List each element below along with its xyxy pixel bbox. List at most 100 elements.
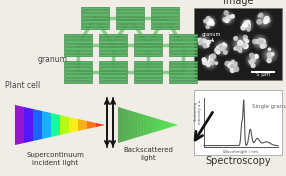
- Circle shape: [251, 64, 255, 67]
- Circle shape: [243, 35, 247, 39]
- Circle shape: [268, 53, 272, 57]
- Circle shape: [208, 60, 212, 64]
- FancyBboxPatch shape: [116, 24, 144, 26]
- FancyBboxPatch shape: [194, 90, 282, 155]
- FancyBboxPatch shape: [134, 44, 162, 46]
- Circle shape: [207, 22, 211, 25]
- Circle shape: [204, 16, 217, 28]
- Circle shape: [258, 40, 262, 44]
- Circle shape: [214, 40, 230, 56]
- Circle shape: [234, 67, 239, 71]
- Text: Supercontinuum
incident light: Supercontinuum incident light: [26, 152, 84, 166]
- FancyBboxPatch shape: [64, 67, 92, 70]
- FancyBboxPatch shape: [99, 64, 127, 67]
- Circle shape: [203, 41, 205, 43]
- Circle shape: [204, 44, 207, 48]
- FancyBboxPatch shape: [169, 37, 197, 39]
- Polygon shape: [156, 118, 157, 131]
- Polygon shape: [118, 107, 119, 143]
- Circle shape: [247, 23, 250, 26]
- Polygon shape: [138, 113, 139, 137]
- Circle shape: [269, 56, 271, 59]
- Circle shape: [224, 18, 228, 22]
- Circle shape: [262, 43, 267, 48]
- Circle shape: [251, 56, 254, 59]
- Circle shape: [244, 23, 249, 27]
- Circle shape: [254, 56, 257, 58]
- Polygon shape: [167, 122, 168, 128]
- Circle shape: [251, 58, 255, 62]
- Circle shape: [228, 64, 232, 67]
- Circle shape: [241, 19, 253, 31]
- FancyBboxPatch shape: [134, 61, 162, 63]
- Circle shape: [268, 53, 273, 57]
- Circle shape: [265, 16, 269, 21]
- Circle shape: [236, 45, 240, 49]
- Polygon shape: [166, 121, 167, 129]
- Circle shape: [243, 44, 248, 49]
- Circle shape: [203, 61, 207, 65]
- Circle shape: [240, 43, 242, 45]
- Circle shape: [225, 20, 228, 23]
- Circle shape: [266, 51, 274, 59]
- Text: Scattering
intensity a.u.: Scattering intensity a.u.: [194, 98, 202, 124]
- Circle shape: [260, 44, 265, 48]
- FancyBboxPatch shape: [116, 20, 144, 23]
- Circle shape: [239, 42, 243, 46]
- Polygon shape: [139, 113, 140, 137]
- Circle shape: [237, 47, 242, 51]
- Circle shape: [204, 40, 207, 43]
- FancyBboxPatch shape: [64, 78, 92, 80]
- Circle shape: [267, 52, 273, 58]
- Circle shape: [206, 25, 209, 29]
- Circle shape: [227, 17, 229, 19]
- Circle shape: [230, 65, 233, 68]
- Circle shape: [235, 37, 247, 51]
- Polygon shape: [130, 111, 131, 139]
- Circle shape: [245, 23, 250, 27]
- FancyBboxPatch shape: [99, 78, 127, 80]
- Circle shape: [215, 41, 229, 55]
- Circle shape: [202, 42, 206, 45]
- Circle shape: [217, 46, 219, 49]
- FancyBboxPatch shape: [116, 27, 144, 29]
- Polygon shape: [160, 120, 161, 130]
- Circle shape: [203, 55, 217, 69]
- Circle shape: [237, 40, 245, 48]
- Circle shape: [256, 40, 259, 43]
- FancyBboxPatch shape: [169, 78, 197, 80]
- Circle shape: [209, 21, 211, 23]
- Circle shape: [232, 60, 234, 63]
- Circle shape: [231, 68, 235, 73]
- Circle shape: [234, 47, 237, 50]
- Circle shape: [263, 41, 266, 43]
- Text: Single granum: Single granum: [252, 104, 286, 109]
- Circle shape: [244, 25, 247, 28]
- Polygon shape: [174, 124, 175, 126]
- Circle shape: [206, 21, 210, 24]
- Circle shape: [257, 39, 263, 45]
- FancyBboxPatch shape: [64, 64, 92, 67]
- FancyBboxPatch shape: [169, 64, 197, 67]
- Circle shape: [271, 52, 274, 55]
- Circle shape: [230, 64, 234, 68]
- Circle shape: [218, 44, 226, 52]
- Polygon shape: [133, 112, 134, 139]
- Polygon shape: [122, 108, 123, 142]
- Polygon shape: [170, 123, 171, 127]
- FancyBboxPatch shape: [151, 20, 179, 23]
- Circle shape: [227, 61, 237, 71]
- Circle shape: [204, 56, 215, 67]
- Polygon shape: [120, 108, 121, 142]
- Circle shape: [219, 44, 223, 49]
- Circle shape: [247, 20, 250, 24]
- Circle shape: [252, 59, 254, 61]
- Circle shape: [204, 45, 206, 48]
- Circle shape: [226, 16, 230, 20]
- Circle shape: [224, 11, 228, 15]
- FancyBboxPatch shape: [169, 61, 197, 63]
- Circle shape: [199, 37, 209, 47]
- Polygon shape: [136, 112, 137, 138]
- Circle shape: [250, 53, 254, 57]
- Circle shape: [256, 12, 272, 28]
